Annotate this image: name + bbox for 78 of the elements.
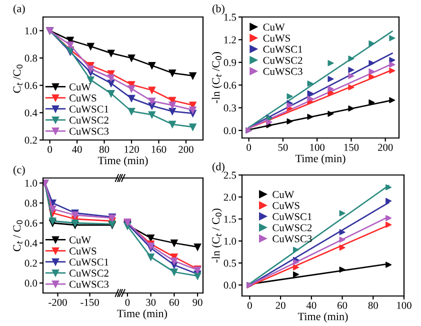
y-tick-label: 0.2 — [24, 260, 37, 267]
x-tick-label: 0 — [248, 302, 252, 309]
x-tick-label: 20 — [276, 302, 286, 309]
y-tick-label: 0.6 — [24, 82, 38, 90]
x-tick-label: 90 — [192, 298, 202, 306]
x-tick-label: 160 — [152, 146, 166, 153]
legend-label: CuW — [69, 83, 92, 91]
y-tick-label: 0.4 — [24, 240, 38, 247]
x-tick-label: 60 — [169, 298, 179, 306]
y-axis-title: C$_{t}$ /C$_{0}$ — [13, 64, 23, 93]
y-tick-label: 1.5 — [224, 14, 236, 21]
legend-label: CuWS — [272, 202, 300, 210]
y-axis-title: -ln (C$_{t}$ /C$_{0}$) — [212, 52, 222, 104]
x-tick-label: 80 — [368, 302, 378, 309]
x-axis-title: Time (min) — [98, 156, 148, 166]
x-tick-label: 100 — [310, 144, 324, 151]
x-axis-title: Time (min) — [295, 154, 346, 164]
y-tick-label: 2.0 — [224, 194, 236, 201]
y-tick-label: 0.5 — [224, 260, 236, 267]
legend-label: CuWSC2 — [69, 270, 108, 277]
x-tick-label: -200 — [48, 298, 67, 306]
x-tick-label: 200 — [378, 144, 393, 151]
legend-label: CuWSC1 — [272, 213, 312, 220]
y-tick-label: 2.5 — [224, 172, 236, 179]
x-tick-label: 0 — [125, 298, 130, 306]
legend-label: CuWSC2 — [263, 56, 302, 64]
y-tick-label: 0.6 — [224, 82, 236, 89]
x-tick-label: 0 — [48, 146, 52, 153]
y-tick-label: 0.8 — [24, 200, 38, 207]
legend-label: CuWSC3 — [272, 235, 312, 242]
x-tick-label: 50 — [278, 144, 288, 151]
y-tick-label: 0.8 — [24, 54, 38, 62]
x-axis-title: Time (min) — [298, 312, 348, 322]
y-tick-label: 1.0 — [224, 238, 236, 245]
y-tick-label: 0.0 — [224, 127, 236, 134]
y-tick-label: 0.0 — [24, 280, 38, 287]
y-tick-label: 1.5 — [224, 216, 236, 223]
x-tick-label: 120 — [124, 146, 139, 153]
legend-label: CuWS — [69, 94, 96, 102]
y-tick-label: 0.3 — [224, 104, 236, 112]
legend-label: CuW — [272, 191, 294, 198]
y-tick-label: 0.0 — [224, 282, 236, 289]
y-tick-label: 0.2 — [24, 136, 37, 144]
y-axis-title: -ln (C$_{t}$ / C$_{0}$) — [212, 208, 222, 263]
x-tick-label: 40 — [72, 146, 82, 153]
chart-title: (b) — [212, 4, 224, 15]
y-axis-title: C$_{t}$ / C$_{0}$ — [13, 220, 23, 252]
legend-label: CuWSC1 — [69, 258, 108, 266]
x-tick-label: 30 — [146, 298, 156, 306]
chart-title: (c) — [13, 166, 25, 176]
y-tick-label: 0.9 — [224, 59, 236, 66]
legend-label: CuW — [69, 236, 92, 244]
x-tick-label: 100 — [397, 302, 412, 309]
y-tick-label: 1.0 — [25, 27, 38, 34]
y-tick-label: 1.0 — [25, 180, 38, 187]
x-tick-label: 0 — [246, 144, 252, 151]
legend-label: CuWSC3 — [69, 280, 109, 288]
x-tick-label: 150 — [344, 144, 359, 151]
legend-label: CuWS — [69, 248, 96, 255]
y-tick-label: 0.4 — [24, 109, 38, 116]
legend-label: CuWSC2 — [69, 116, 108, 124]
legend-label: CuWSC3 — [263, 68, 302, 75]
x-tick-label: 200 — [178, 146, 194, 153]
legend-label: CuWSC3 — [69, 128, 109, 135]
y-tick-label: 0.6 — [24, 220, 38, 227]
y-tick-label: 1.2 — [224, 36, 236, 44]
chart-title: (d) — [212, 162, 224, 173]
chart-title: (a) — [13, 4, 25, 15]
x-axis-title: Time (min) — [117, 309, 168, 320]
x-tick-label: 60 — [338, 302, 348, 309]
x-tick-label: -150 — [80, 298, 99, 306]
legend-label: CuWSC1 — [69, 106, 108, 113]
x-tick-label: 40 — [306, 302, 316, 309]
x-tick-label: 80 — [99, 146, 110, 153]
legend-label: CuWSC1 — [263, 46, 302, 53]
legend-label: CuW — [263, 24, 285, 31]
legend-label: CuWS — [263, 34, 290, 42]
legend-label: CuWSC2 — [272, 224, 312, 232]
